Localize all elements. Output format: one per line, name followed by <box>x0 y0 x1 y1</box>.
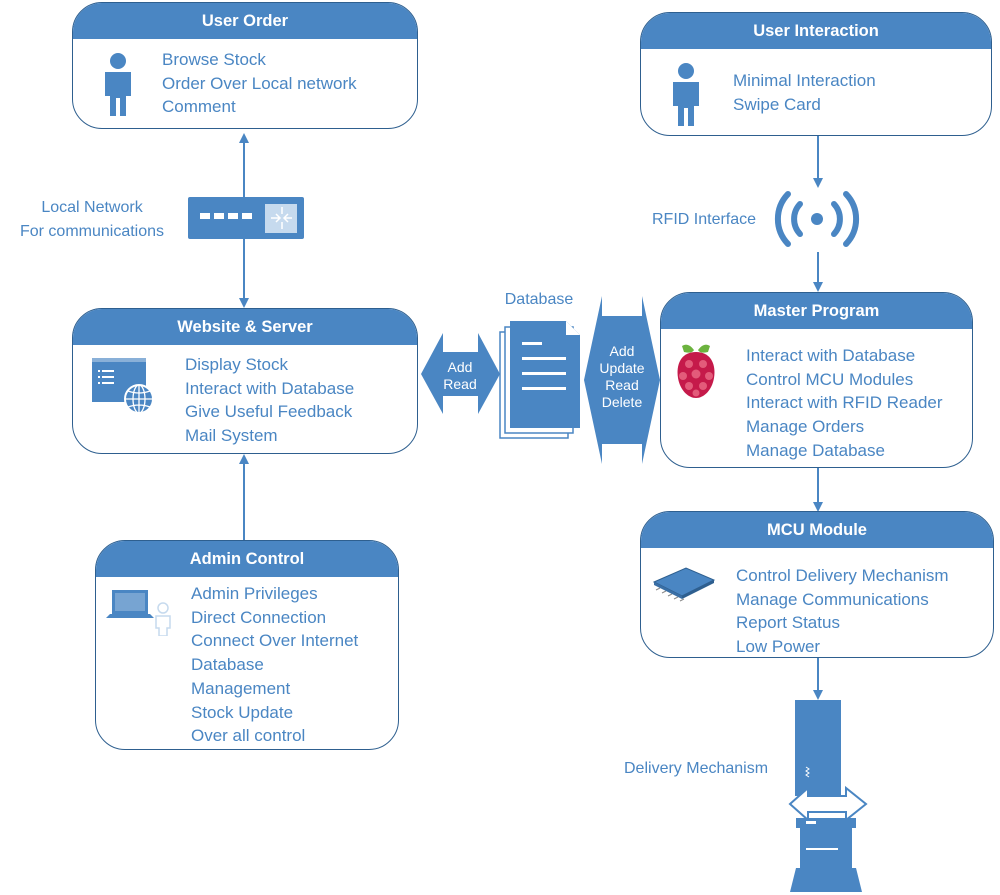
person-icon <box>105 53 131 116</box>
website-server-lines: Display Stock Interact with Database Giv… <box>185 353 354 448</box>
raspberry-pi-icon <box>677 344 715 398</box>
master-program-line: Manage Orders <box>746 417 865 437</box>
right-arrow-label-update: Update <box>599 360 645 376</box>
person-icon <box>673 63 699 126</box>
mcu-module-title: MCU Module <box>641 512 993 548</box>
user-interaction-lines: Minimal Interaction Swipe Card <box>733 69 876 116</box>
admin-control-line: Admin Privileges <box>191 584 318 603</box>
user-order-box: User Order <box>72 2 418 129</box>
admin-control-lines: Admin Privileges Direct Connection Conne… <box>191 582 358 748</box>
user-order-title: User Order <box>73 3 417 39</box>
admin-control-line: Stock Update <box>191 702 294 722</box>
website-server-line: Display Stock <box>185 355 288 374</box>
mcu-module-line: Report Status <box>736 613 840 633</box>
rfid-icon <box>774 191 860 247</box>
local-network-label-line2: For communications <box>19 222 165 240</box>
website-server-title: Website & Server <box>73 309 417 345</box>
mcu-module-line: Control Delivery Mechanism <box>736 566 949 585</box>
right-arrow-label-delete: Delete <box>601 394 643 410</box>
master-program-line: Interact with Database <box>746 346 916 365</box>
admin-control-line: Over all control <box>191 726 306 746</box>
admin-control-line: Management <box>191 678 291 698</box>
laptop-user-icon <box>106 590 171 636</box>
left-arrow-label-read: Read <box>443 376 477 392</box>
web-browser-globe-icon <box>92 358 154 414</box>
right-arrow-label: Add Update Read Delete <box>596 343 648 411</box>
mcu-module-lines: Control Delivery Mechanism Manage Commun… <box>736 564 949 659</box>
rfid-interface-label: RFID Interface <box>652 211 757 228</box>
database-documents-icon <box>499 321 580 439</box>
master-program-lines: Interact with Database Control MCU Modul… <box>746 344 943 463</box>
admin-control-line: Database <box>191 655 264 675</box>
local-network-label: Local Network For communications <box>0 196 184 243</box>
user-interaction-line: Minimal Interaction <box>733 71 876 90</box>
admin-control-line: Connect Over Internet <box>191 631 359 651</box>
admin-control-box: Admin Control <box>95 540 399 750</box>
website-server-box: Website & Server <box>72 308 418 454</box>
user-order-line: Browse Stock <box>162 50 266 69</box>
admin-control-title: Admin Control <box>96 541 398 577</box>
delivery-mechanism-label: Delivery Mechanism <box>624 760 769 777</box>
master-program-title: Master Program <box>661 293 972 329</box>
master-program-line: Interact with RFID Reader <box>746 393 943 413</box>
left-arrow-label-add: Add <box>447 359 473 375</box>
local-network-label-line1: Local Network <box>41 199 143 216</box>
delivery-mechanism-icon <box>788 700 868 892</box>
website-server-line: Give Useful Feedback <box>185 402 353 422</box>
left-arrow-label: Add Read <box>439 359 481 393</box>
website-server-line: Mail System <box>185 426 278 446</box>
double-arrow-database-master <box>584 296 660 464</box>
microchip-icon <box>652 567 716 602</box>
mcu-module-box: MCU Module <box>640 511 994 658</box>
network-switch-icon <box>188 197 304 239</box>
user-interaction-line: Swipe Card <box>733 94 821 114</box>
right-arrow-label-read: Read <box>605 377 639 393</box>
master-program-line: Control MCU Modules <box>746 369 914 389</box>
website-server-line: Interact with Database <box>185 378 355 398</box>
mcu-module-line: Manage Communications <box>736 589 929 609</box>
user-interaction-box: User Interaction <box>640 12 992 136</box>
user-order-lines: Browse Stock Order Over Local network Co… <box>162 48 357 119</box>
user-order-line: Order Over Local network <box>162 73 357 93</box>
master-program-line: Manage Database <box>746 440 885 460</box>
user-interaction-title: User Interaction <box>641 13 991 49</box>
right-arrow-label-add: Add <box>609 343 635 359</box>
user-order-line: Comment <box>162 97 236 117</box>
double-arrow-website-database <box>421 333 500 414</box>
admin-control-line: Direct Connection <box>191 607 327 627</box>
mcu-module-line: Low Power <box>736 637 821 657</box>
database-label: Database <box>504 291 574 308</box>
